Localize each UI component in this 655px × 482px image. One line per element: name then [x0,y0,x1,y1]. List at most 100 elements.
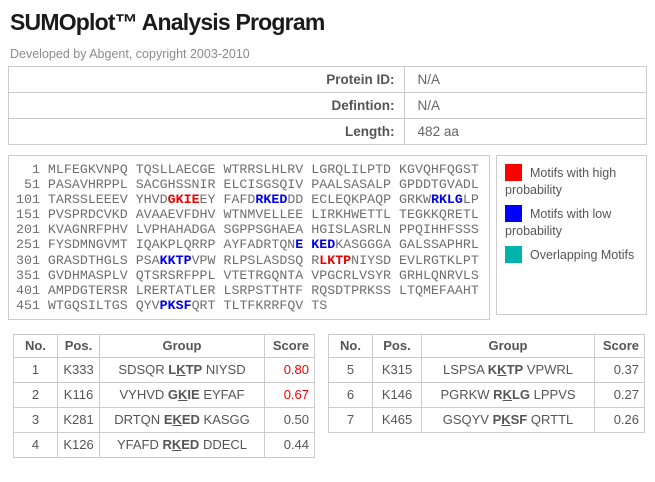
result-score: 0.44 [264,431,315,458]
result-group: YFAFD RKED DDECL [99,431,265,458]
sequence-position: 151 [16,207,48,223]
results-section: No. Pos. Group Score 1 K333 SDSQR LKTP NIYSD 0.… [13,333,647,458]
info-value: N/A [403,66,648,93]
result-motif: LKTP [168,362,203,378]
sequence-line: 1 MLFEGKVNPQ TQSLLAECGE WTRRSLHLRV LGRQL… [16,162,489,177]
result-score: 0.50 [264,406,315,433]
info-row: Defintion: N/A [8,92,648,119]
result-no: 1 [13,356,58,383]
info-row: Protein ID: N/A [8,66,648,93]
info-label: Protein ID: [8,66,405,93]
result-group: DRTQN EKED KASGG [99,406,265,433]
result-row: 5 K315 LSPSA KKTP VPWRL 0.37 [328,356,645,383]
result-pos: K465 [372,406,422,433]
results-table-2: No. Pos. Group Score 5 K315 LSPSA KKTP VPWRL 0.… [328,333,645,433]
sequence-line: 351 GVDHMASPLV QTSRSRFPPL VTETRGQNTA VPG… [16,268,489,283]
legend-box: Motifs with high probability Motifs with … [496,155,647,315]
info-row: Length: 482 aa [8,118,648,145]
result-no: 4 [13,431,58,458]
sequence-box: 1 MLFEGKVNPQ TQSLLAECGE WTRRSLHLRV LGRQL… [8,155,490,320]
result-row: 4 K126 YFAFD RKED DDECL 0.44 [13,431,315,458]
result-group: PGRKW RKLG LPPVS [421,381,595,408]
column-header-pos: Pos. [57,333,100,358]
sequence-segment: VPW RLPSLASDSQ R [191,252,320,268]
result-motif: GKIE [167,387,200,403]
sequence-segment: LP [462,192,479,208]
legend-label: Motifs with low probability [505,207,612,238]
result-no: 6 [328,381,373,408]
result-score: 0.27 [594,381,645,408]
result-motif: EKED [163,412,200,428]
result-score: 0.37 [594,356,645,383]
legend-item-high-probability-motif: Motifs with high probability [505,164,642,199]
protein-info-body: Protein ID: N/A Defintion: N/A Length: 482 aa [8,66,648,145]
page-title: SUMOplot™ Analysis Program [10,9,325,35]
column-header-score: Score [594,333,645,358]
sequence-position: 301 [16,252,48,268]
legend-item-overlapping-motif: Overlapping Motifs [505,246,642,264]
sequence-position: 101 [16,192,48,208]
column-header-no: No. [328,333,373,358]
result-pos: K333 [57,356,100,383]
legend-label: Overlapping Motifs [530,248,635,262]
sequence-line: 201 KVAGNRFPHV LVPHAHADGA SGPPSGHAEA HGI… [16,222,489,237]
info-value: N/A [403,92,648,119]
result-row: 7 K465 GSQYV PKSF QRTTL 0.26 [328,406,645,433]
sequence-motif-high: GKIE [167,192,200,208]
result-score: 0.80 [264,356,315,383]
sequence-segment: WTGQSILTGS QYV [47,297,160,313]
sequence-line: 451 WTGQSILTGS QYVPKSFQRT TLTFKRRFQV TS [16,298,489,313]
info-label: Defintion: [8,92,405,119]
column-header-group: Group [99,333,265,358]
sequence-segment: GVDHMASPLV QTSRSRFPPL VTETRGQNTA VPGCRLV… [47,267,479,283]
sequence-position: 51 [16,177,48,193]
sequence-segment: PASAVHRPPL SACGHSSNIR ELCISGSQIV PAALSAS… [47,177,479,193]
sequence-segment: TARSSLEEEV YHVD [47,192,168,208]
sequence-line: 151 PVSPRDCVKD AVAAEVFDHV WTNMVELLEE LIR… [16,207,489,222]
column-header-pos: Pos. [372,333,422,358]
info-label: Length: [8,118,405,145]
sequence-position: 201 [16,222,48,238]
result-motif: PKSF [492,412,528,428]
sequence-motif-low: PKSF [159,297,192,313]
sequence-position: 451 [16,297,48,313]
result-motif: KKTP [487,362,524,378]
sequence-segment: GRASDTHGLS PSA [47,252,160,268]
legend-item-low-probability-motif: Motifs with low probability [505,205,642,240]
sequence-segment: FYSDMNGVMT IQAKPLQRRP AYFADRTQN [47,237,296,253]
sequence-position: 401 [16,282,48,298]
protein-info-table: Protein ID: N/A Defintion: N/A Length: 482 aa [8,66,648,145]
copyright-subtitle: Developed by Abgent, copyright 2003-2010 [10,47,250,61]
result-motif: RKLG [493,387,531,403]
sequence-position: 1 [16,162,48,177]
result-row: 3 K281 DRTQN EKED KASGG 0.50 [13,406,315,433]
sequence-line: 251 FYSDMNGVMT IQAKPLQRRP AYFADRTQNE KED… [16,237,489,252]
sequence-line: 401 AMPDGTERSR LRERTATLER LSRPSTTHTF RQS… [16,283,489,298]
result-score: 0.67 [264,381,315,408]
legend-label: Motifs with high probability [505,166,617,197]
result-group: GSQYV PKSF QRTTL [421,406,595,433]
result-group: LSPSA KKTP VPWRL [421,356,595,383]
result-group: VYHVD GKIE EYFAF [99,381,265,408]
result-pos: K281 [57,406,100,433]
column-header-no: No. [13,333,58,358]
sequence-section: 1 MLFEGKVNPQ TQSLLAECGE WTRRSLHLRV LGRQL… [8,155,647,320]
low-probability-motif-swatch-icon [505,205,522,222]
sequence-motif-low: RKED [255,192,288,208]
column-header-group: Group [421,333,595,358]
sequence-segment: DD ECLEQKPAQP GRKW [287,192,431,208]
high-probability-motif-swatch-icon [505,164,522,181]
sequence-segment: AMPDGTERSR LRERTATLER LSRPSTTHTF RQSDTPR… [47,282,479,298]
sequence-position: 351 [16,267,48,283]
sequence-segment: EY FAFD [199,192,256,208]
result-no: 3 [13,406,58,433]
sequence-line: 101 TARSSLEEEV YHVDGKIEEY FAFDRKEDDD ECL… [16,192,489,207]
sequence-motif-low: RKLG [430,192,463,208]
result-motif: RKED [162,437,200,453]
result-row: 1 K333 SDSQR LKTP NIYSD 0.80 [13,356,315,383]
info-value: 482 aa [403,118,648,145]
sequence-segment: PVSPRDCVKD AVAAEVFDHV WTNMVELLEE LIRKHWE… [47,207,479,223]
sequence-segment: QRT TLTFKRRFQV TS [191,297,328,313]
result-row: 6 K146 PGRKW RKLG LPPVS 0.27 [328,381,645,408]
sequence-segment: MLFEGKVNPQ TQSLLAECGE WTRRSLHLRV LGRQLIL… [47,162,479,177]
